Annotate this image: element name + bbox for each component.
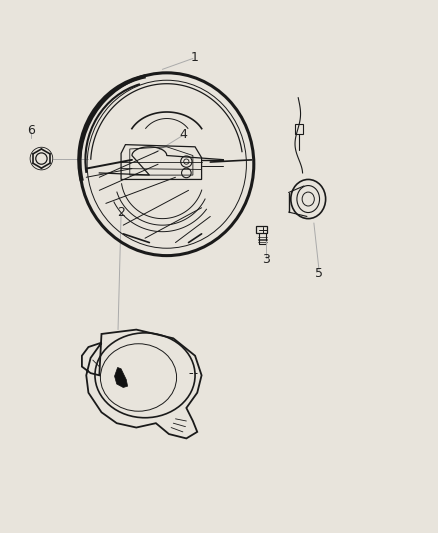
Text: 4: 4 xyxy=(180,128,187,141)
Text: 6: 6 xyxy=(27,124,35,137)
Text: 3: 3 xyxy=(262,254,270,266)
Text: 2: 2 xyxy=(117,206,125,219)
Text: 5: 5 xyxy=(315,266,323,279)
Text: 1: 1 xyxy=(191,51,199,64)
Polygon shape xyxy=(115,367,127,387)
